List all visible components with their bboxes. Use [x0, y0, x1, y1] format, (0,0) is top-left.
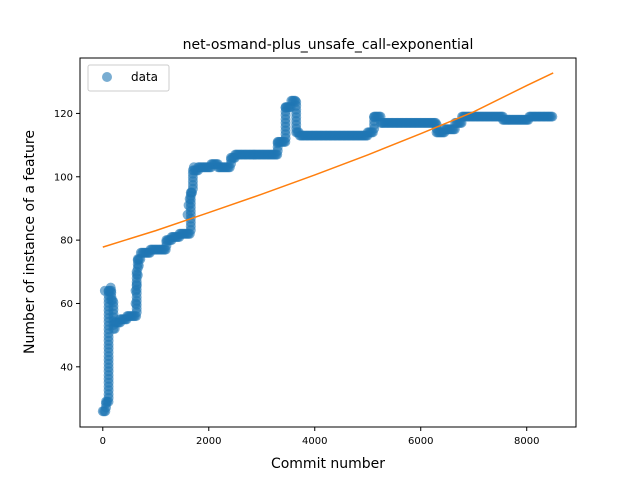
legend-marker-data	[102, 72, 112, 82]
data-point	[547, 112, 557, 122]
data-point	[133, 270, 143, 280]
y-tick-label: 120	[54, 109, 73, 120]
data-point	[189, 162, 199, 172]
data-point	[291, 97, 301, 107]
x-tick-label: 0	[100, 436, 106, 447]
y-tick-label: 100	[54, 172, 73, 183]
x-axis-label: Commit number	[271, 456, 385, 472]
data-point	[106, 283, 116, 293]
chart-title: net-osmand-plus_unsafe_call-exponential	[183, 37, 474, 53]
y-tick-label: 40	[60, 362, 73, 373]
x-tick-label: 6000	[408, 436, 433, 447]
data-point	[134, 261, 144, 271]
data-point	[132, 280, 142, 290]
legend: data	[88, 65, 169, 91]
y-tick-label: 60	[60, 299, 73, 310]
data-point	[186, 188, 196, 198]
data-point	[131, 299, 141, 309]
y-tick-label: 80	[60, 236, 73, 247]
x-tick-label: 2000	[196, 436, 221, 447]
legend-label-data: data	[131, 70, 158, 84]
y-axis-label: Number of instance of a feature	[22, 130, 38, 354]
x-tick-label: 8000	[514, 436, 539, 447]
data-point	[108, 297, 118, 307]
x-tick-label: 4000	[302, 436, 327, 447]
